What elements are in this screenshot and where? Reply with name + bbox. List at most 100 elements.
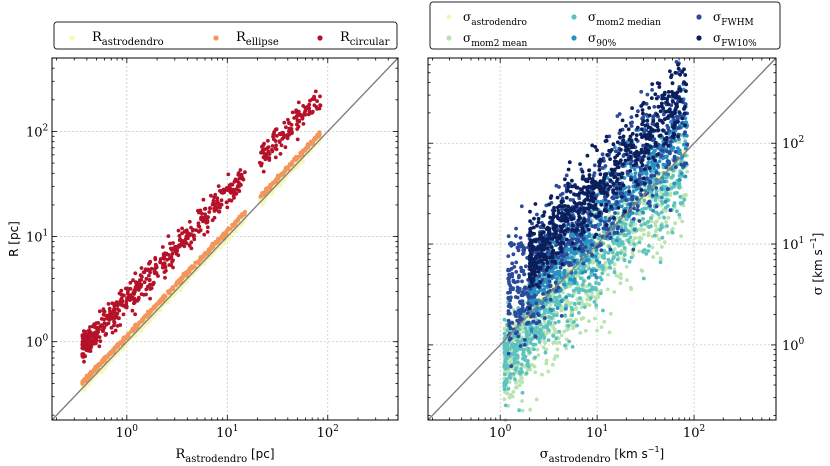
data-point [191, 228, 195, 232]
data-point [571, 326, 575, 330]
data-point [568, 293, 572, 297]
data-point [140, 283, 144, 287]
data-point [290, 130, 294, 134]
data-point [662, 180, 666, 184]
data-point [220, 203, 224, 207]
data-point [582, 265, 586, 269]
data-point [144, 288, 148, 292]
data-point [271, 144, 275, 148]
data-point [232, 190, 236, 194]
left-points [80, 90, 322, 392]
data-point [635, 212, 639, 216]
data-point [551, 334, 555, 338]
data-point [554, 303, 558, 307]
data-point [559, 266, 563, 270]
data-point [612, 241, 616, 245]
data-point [659, 180, 663, 184]
data-point [169, 247, 173, 251]
data-point [560, 333, 564, 337]
data-point [139, 320, 143, 324]
data-point [680, 201, 684, 205]
data-point [193, 261, 197, 265]
data-point [547, 338, 551, 342]
data-point [675, 191, 679, 195]
data-point [184, 271, 188, 275]
data-point [649, 216, 653, 220]
data-point [678, 178, 682, 182]
data-point [507, 234, 511, 238]
data-point [532, 347, 536, 351]
data-point [619, 251, 623, 255]
data-point [518, 340, 522, 344]
data-point [536, 353, 540, 357]
data-point [641, 217, 645, 221]
data-point [241, 177, 245, 181]
data-point [162, 255, 166, 259]
data-point [569, 318, 573, 322]
data-point [662, 193, 666, 197]
data-point [517, 408, 521, 412]
data-point [203, 207, 207, 211]
data-point [550, 316, 554, 320]
data-point [148, 297, 152, 301]
data-point [297, 120, 301, 124]
data-point [583, 270, 587, 274]
data-point [129, 281, 133, 285]
data-point [660, 226, 664, 230]
data-point [599, 291, 603, 295]
data-point [534, 335, 538, 339]
data-point [533, 365, 537, 369]
data-point [270, 148, 274, 152]
data-point [159, 298, 163, 302]
data-point [180, 227, 184, 231]
data-point [603, 250, 607, 254]
data-point [579, 276, 583, 280]
data-point [143, 280, 147, 284]
data-point [149, 310, 153, 314]
data-point [543, 316, 547, 320]
data-point [533, 343, 537, 347]
data-point [259, 151, 263, 155]
data-point [580, 317, 584, 321]
data-point [557, 330, 561, 334]
data-point [625, 265, 629, 269]
data-point [136, 323, 140, 327]
data-point [579, 254, 583, 258]
data-point [538, 340, 542, 344]
data-point [537, 290, 541, 294]
data-point [308, 99, 312, 103]
data-point [267, 145, 271, 149]
legend-marker [213, 35, 218, 40]
data-point [131, 309, 135, 313]
data-point [514, 386, 518, 390]
data-point [238, 216, 242, 220]
data-point [515, 348, 519, 352]
data-point [572, 289, 576, 293]
data-point [503, 387, 507, 391]
data-point [629, 221, 633, 225]
data-point [288, 121, 292, 125]
data-point [178, 237, 182, 241]
data-point [542, 325, 546, 329]
data-point [680, 220, 684, 224]
data-point [81, 340, 85, 344]
data-point [514, 234, 518, 238]
data-point [570, 306, 574, 310]
data-point [617, 275, 621, 279]
data-point [564, 295, 568, 299]
data-point [620, 205, 624, 209]
data-point [303, 113, 307, 117]
data-point [682, 198, 686, 202]
data-point [590, 253, 594, 257]
data-point [560, 299, 564, 303]
data-point [301, 150, 305, 154]
data-point [634, 171, 638, 175]
data-point [225, 206, 229, 210]
data-point [82, 360, 86, 364]
data-point [275, 134, 279, 138]
data-point [673, 221, 677, 225]
data-point [563, 269, 567, 273]
data-point [556, 347, 560, 351]
data-point [516, 361, 520, 365]
